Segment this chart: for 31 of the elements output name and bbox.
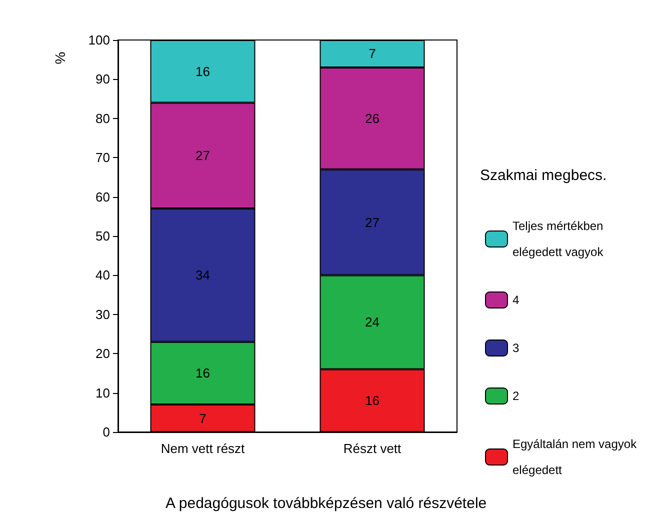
x-tick-label: Részt vett (343, 441, 402, 456)
x-axis-title: A pedagógusok továbbképzésen való részvétele (166, 495, 487, 512)
y-axis-title: % (52, 52, 68, 64)
y-tick-label: 90 (96, 72, 110, 87)
y-tick-label: 100 (88, 32, 110, 48)
y-tick-label: 10 (96, 385, 110, 400)
data-label: 16 (196, 366, 210, 381)
legend-title: Szakmai megbecs. (480, 167, 607, 184)
data-label: 27 (196, 148, 210, 164)
data-label: 26 (365, 110, 380, 126)
y-tick-label: 50 (96, 228, 110, 244)
legend-label: 3 (512, 341, 520, 355)
data-label: 34 (196, 268, 210, 283)
legend-label: Teljes mértékben elégedett vagyok (512, 219, 607, 259)
y-tick-label: 20 (96, 346, 110, 362)
data-label: 16 (196, 64, 210, 79)
data-label: 7 (368, 46, 376, 62)
y-tick-label: 0 (102, 424, 110, 440)
y-tick-label: 40 (96, 268, 110, 283)
legend-label: 2 (512, 389, 520, 403)
y-tick-label: 60 (96, 189, 110, 204)
y-tick-label: 80 (96, 110, 110, 126)
y-tick-label: 70 (96, 150, 110, 166)
x-tick-label: Nem vett részt (160, 441, 246, 456)
legend-label: 4 (512, 293, 520, 307)
legend-label: Egyáltalán nem vagyok elégedett (512, 437, 640, 477)
y-tick-label: 30 (96, 306, 110, 322)
data-label: 7 (199, 410, 206, 426)
data-label: 24 (365, 314, 380, 330)
data-label: 16 (365, 393, 380, 408)
data-label: 27 (365, 214, 380, 230)
